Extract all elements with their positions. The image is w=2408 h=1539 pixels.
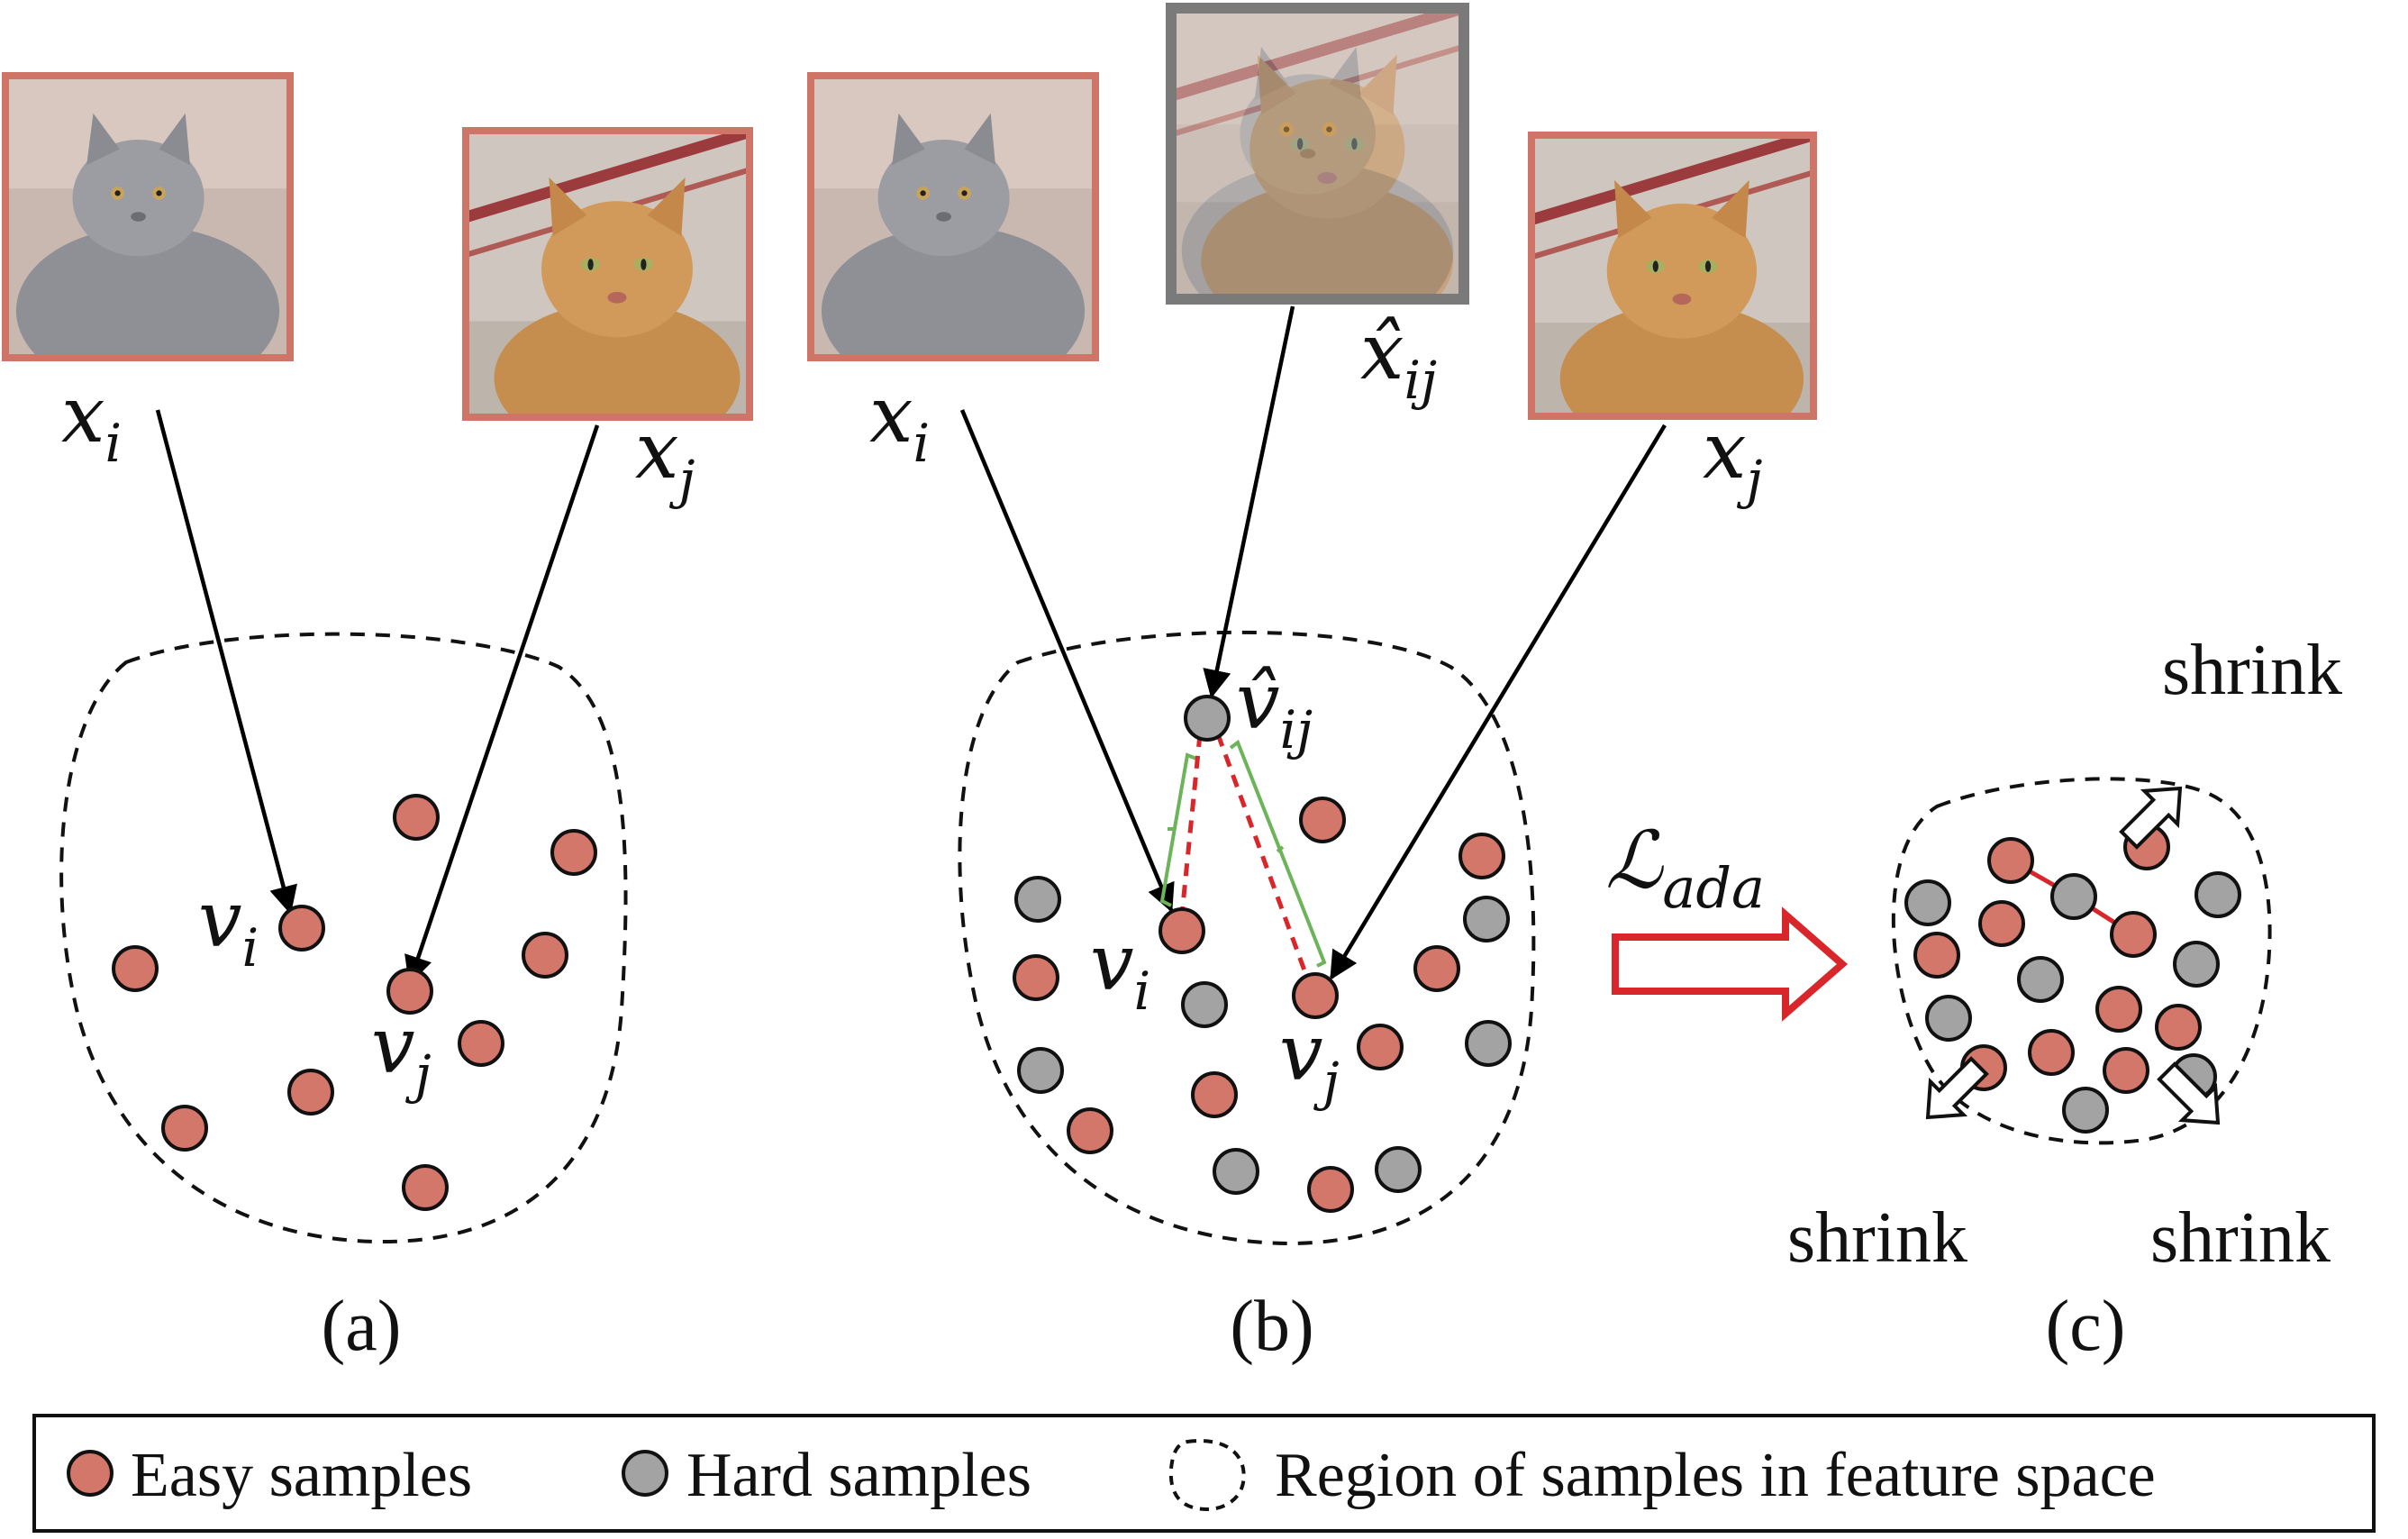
legend-hard-label: Hard samples xyxy=(686,1441,1031,1510)
easy-sample xyxy=(2155,1004,2202,1051)
hard-sample xyxy=(1904,879,1951,926)
easy-sample xyxy=(1299,797,1346,843)
easy-sample xyxy=(2028,1029,2075,1076)
legend-hard-marker xyxy=(622,1450,668,1497)
panel-b: xi x̂ij xj v̂ij xyxy=(807,3,1817,1366)
easy-sample xyxy=(402,1164,449,1211)
image-x-i-gray-cat xyxy=(807,72,1099,361)
easy-sample xyxy=(1913,932,1960,979)
easy-sample xyxy=(1013,954,1059,1001)
legend-box xyxy=(32,1414,2376,1533)
caption-b: (b) xyxy=(1230,1287,1313,1366)
easy-sample xyxy=(1067,1107,1113,1154)
image-x-i-gray-cat xyxy=(2,72,294,361)
easy-sample xyxy=(161,1105,208,1152)
easy-sample-v-j xyxy=(1292,972,1339,1019)
panel-c: shrink shrink shrink (c) xyxy=(1787,631,2342,1366)
hard-sample xyxy=(2050,873,2097,920)
hard-sample xyxy=(2017,956,2064,1003)
legend-region-marker xyxy=(1168,1439,1246,1512)
label-x-i: xi xyxy=(61,370,122,474)
distance-line-v-hat-to-v-j xyxy=(1215,733,1311,981)
feature-region-b xyxy=(958,630,1536,1246)
easy-sample xyxy=(1413,945,1460,992)
hard-sample-v-hat-ij xyxy=(1184,695,1231,742)
easy-sample xyxy=(522,932,568,979)
easy-sample xyxy=(2110,911,2157,958)
hard-sample xyxy=(1181,981,1228,1028)
hard-sample xyxy=(1375,1146,1422,1193)
legend-region-label: Region of samples in feature space xyxy=(1275,1441,2156,1510)
caption-a: (a) xyxy=(322,1287,402,1366)
distance-bracket-left xyxy=(1159,752,1197,907)
label-x-j: xj xyxy=(635,406,695,510)
hard-sample xyxy=(2194,871,2241,918)
label-x-j: xj xyxy=(1703,406,1763,510)
easy-sample-v-i xyxy=(278,905,325,952)
easy-sample xyxy=(1978,900,2025,947)
legend: Easy samples Hard samples Region of samp… xyxy=(32,1414,2376,1533)
arrow-x-j-to-v-j xyxy=(1330,423,1667,980)
label-x-i: xi xyxy=(869,370,930,474)
easy-sample xyxy=(458,1020,504,1067)
easy-sample xyxy=(550,829,597,876)
hard-sample xyxy=(2173,941,2220,988)
image-x-j-orange-cat xyxy=(462,127,753,421)
image-x-j-orange-cat xyxy=(1528,132,1817,420)
legend-easy-marker xyxy=(67,1450,114,1497)
caption-c: (c) xyxy=(2046,1287,2126,1366)
panel-a: xi xj vi vj (a) xyxy=(2,72,753,1366)
label-v-j: vj xyxy=(371,1001,432,1105)
distance-bracket-right xyxy=(1229,739,1327,968)
shrink-arrow-top xyxy=(2119,786,2183,850)
arrow-x-i-to-v-i xyxy=(959,409,1175,913)
legend-easy-label: Easy samples xyxy=(131,1441,472,1510)
loss-arrow xyxy=(1612,906,1849,1022)
arrow-x-hat-to-v-hat xyxy=(1203,305,1295,699)
easy-sample xyxy=(393,794,440,841)
easy-sample xyxy=(2103,1047,2149,1094)
arrow-x-i-to-v-i xyxy=(155,409,297,915)
shrink-arrow-right xyxy=(2157,1061,2221,1125)
hard-sample xyxy=(1014,876,1061,923)
easy-sample-v-i xyxy=(1159,907,1205,954)
hard-sample xyxy=(1463,896,1510,943)
easy-sample xyxy=(1458,833,1505,879)
shrink-label-top: shrink xyxy=(2162,631,2342,710)
shrink-label-right: shrink xyxy=(2150,1198,2331,1278)
easy-sample xyxy=(2095,986,2142,1033)
image-x-hat-ij-mixed-cat xyxy=(1166,3,1469,305)
hard-sample xyxy=(1925,995,1972,1042)
arrow-x-j-to-v-j xyxy=(404,424,600,985)
label-v-i: vi xyxy=(198,875,259,979)
easy-sample xyxy=(1357,1024,1404,1070)
hard-sample xyxy=(1213,1148,1259,1195)
easy-sample xyxy=(1987,837,2034,884)
label-v-hat-ij: v̂ij xyxy=(1236,657,1313,760)
hard-sample xyxy=(1465,1020,1512,1067)
easy-sample xyxy=(1191,1071,1238,1118)
easy-sample xyxy=(287,1069,334,1116)
label-v-j: vj xyxy=(1279,1008,1340,1112)
label-v-i: vi xyxy=(1090,918,1150,1022)
label-loss-ada: ℒada xyxy=(1605,814,1765,921)
easy-sample xyxy=(1307,1166,1354,1213)
hard-sample xyxy=(1017,1047,1064,1094)
shrink-arrow-left xyxy=(1925,1056,1989,1120)
label-x-hat-ij: x̂ij xyxy=(1360,307,1437,411)
easy-sample-v-j xyxy=(386,968,433,1015)
hard-sample xyxy=(2062,1087,2109,1134)
shrink-label-left: shrink xyxy=(1787,1198,1967,1278)
distance-line-v-hat-to-v-i xyxy=(1179,733,1203,915)
easy-sample xyxy=(112,945,159,992)
loss-arrow-group: ℒada xyxy=(1605,814,1849,1022)
